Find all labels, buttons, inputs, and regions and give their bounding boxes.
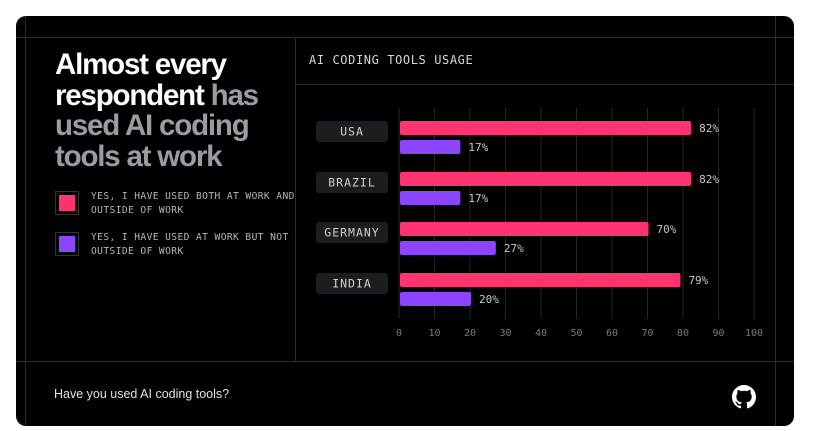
x-tick-label: 40 <box>535 328 547 339</box>
bar-both <box>400 222 649 236</box>
data-label: 82% <box>699 122 719 135</box>
legend-swatch-pink <box>59 195 75 211</box>
bar-work-only <box>400 292 471 306</box>
x-tick-label: 0 <box>396 328 402 339</box>
data-label: 17% <box>468 141 488 154</box>
category-chip <box>316 121 388 142</box>
legend-swatch-frame <box>55 191 79 215</box>
headline-bright: Almost every respondent <box>55 48 227 112</box>
legend-item-both: YES, I HAVE USED BOTH AT WORK AND OUTSID… <box>55 190 301 217</box>
x-tick-label: 10 <box>428 328 440 339</box>
x-tick-label: 30 <box>499 328 511 339</box>
bar-both <box>400 121 692 135</box>
bar-work-only <box>400 241 496 255</box>
bar-both <box>400 273 681 287</box>
bar-chart: 0 10 20 30 40 50 60 70 80 90 100 USA 82% 17% BRAZIL 82%… <box>316 108 763 339</box>
headline-dim: has used AI coding tools at work <box>55 78 259 173</box>
frame-line-right <box>775 16 776 426</box>
category-label: BRAZIL <box>328 176 376 190</box>
category-label: GERMANY <box>324 226 379 240</box>
data-label: 27% <box>504 242 524 255</box>
chart-title-divider <box>295 84 794 85</box>
x-tick-label: 100 <box>745 328 763 339</box>
category-chip <box>316 273 388 294</box>
bar-work-only <box>400 140 461 154</box>
x-tick-label: 50 <box>570 328 582 339</box>
panel-divider-vertical <box>295 37 296 361</box>
frame-line-bottom <box>16 361 794 362</box>
x-tick-label: 20 <box>464 328 476 339</box>
legend-swatch-purple <box>59 236 75 252</box>
data-label: 17% <box>468 192 488 205</box>
category-label: USA <box>340 125 364 139</box>
data-label: 70% <box>657 223 677 236</box>
x-tick-label: 70 <box>641 328 653 339</box>
footer-question: Have you used AI coding tools? <box>54 387 230 401</box>
x-tick-label: 90 <box>712 328 724 339</box>
x-tick-label: 80 <box>677 328 689 339</box>
bar-work-only <box>400 191 461 205</box>
frame-line-top <box>16 37 794 38</box>
category-label: INDIA <box>332 277 372 291</box>
category-chip <box>316 172 388 193</box>
x-tick-label: 60 <box>606 328 618 339</box>
legend-label: YES, I HAVE USED BOTH AT WORK AND OUTSID… <box>91 191 295 216</box>
frame-line-left <box>25 16 26 426</box>
infographic-card: Almost every respondent has used AI codi… <box>16 16 794 426</box>
data-label: 82% <box>699 173 719 186</box>
legend-item-work-only: YES, I HAVE USED AT WORK BUT NOT OUTSIDE… <box>55 231 301 258</box>
data-label: 20% <box>479 293 499 306</box>
chart-title: AI CODING TOOLS USAGE <box>309 53 474 67</box>
data-label: 79% <box>688 274 708 287</box>
legend-label: YES, I HAVE USED AT WORK BUT NOT OUTSIDE… <box>91 232 289 257</box>
headline: Almost every respondent has used AI codi… <box>55 48 295 173</box>
category-chip <box>316 222 388 243</box>
bar-both <box>400 172 692 186</box>
github-icon <box>732 385 756 409</box>
legend-swatch-frame <box>55 232 79 256</box>
